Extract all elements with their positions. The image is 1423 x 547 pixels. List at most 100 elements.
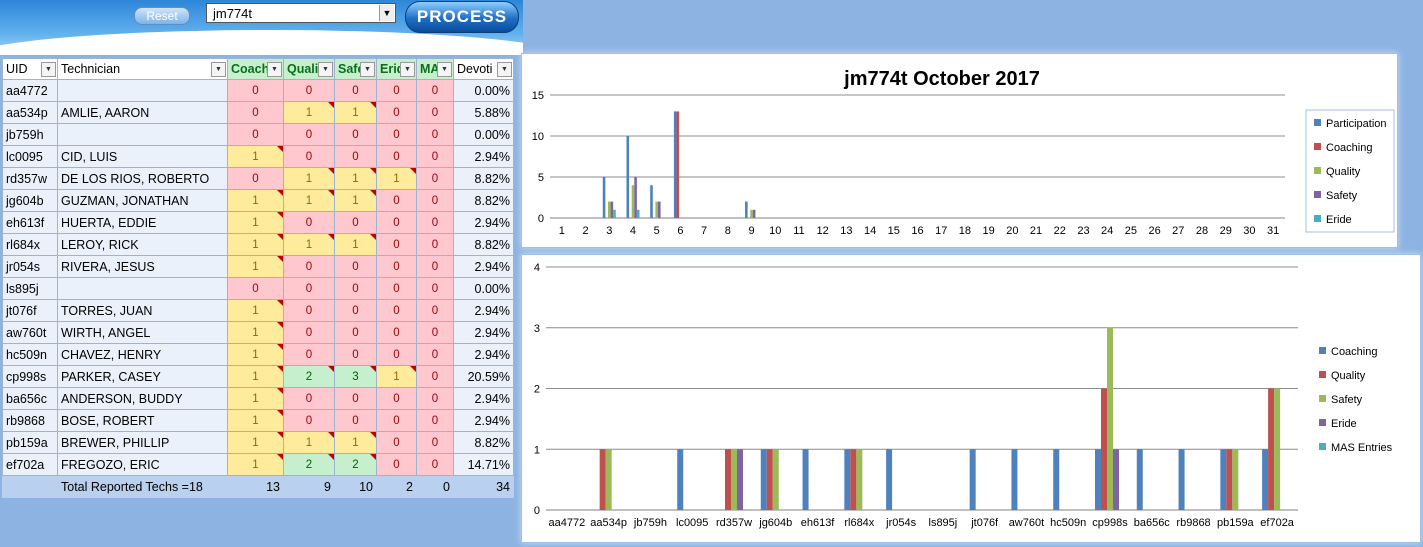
filter-dropdown-icon[interactable]: ▼	[360, 62, 375, 77]
devotion-cell: 14.71%	[453, 453, 514, 476]
total-eride: 2	[376, 475, 417, 498]
legend-entry: Participation	[1326, 118, 1387, 130]
table-row[interactable]: jb759h 0 0 0 0 0 0.00%	[2, 123, 514, 146]
coaching-count-cell: 1	[227, 255, 284, 278]
process-button[interactable]: PROCESS	[405, 1, 519, 33]
uid-cell: aa4772	[2, 79, 58, 102]
total-quality: 9	[283, 475, 335, 498]
x-tick-label: ba656c	[1134, 517, 1171, 529]
table-row[interactable]: hc509n CHAVEZ, HENRY 1 0 0 0 0 2.94%	[2, 343, 514, 366]
mas-count-cell: 0	[416, 79, 454, 102]
dropdown-arrow-icon[interactable]: ▼	[379, 5, 394, 21]
table-row[interactable]: eh613f HUERTA, EDDIE 1 0 0 0 0 2.94%	[2, 211, 514, 234]
mas-count-cell: 0	[416, 145, 454, 168]
bar-eride	[1113, 449, 1119, 510]
uid-cell: aw760t	[2, 321, 58, 344]
x-tick-label: pb159a	[1217, 517, 1255, 529]
devotion-cell: 0.00%	[453, 79, 514, 102]
eride-count-cell: 0	[376, 189, 417, 212]
total-spacer	[2, 475, 58, 498]
uid-cell: jb759h	[2, 123, 58, 146]
eride-count-cell: 0	[376, 255, 417, 278]
legend-swatch	[1319, 419, 1326, 426]
uid-cell: hc509n	[2, 343, 58, 366]
devotion-cell: 2.94%	[453, 321, 514, 344]
eride-count-cell: 0	[376, 277, 417, 300]
bar-coaching	[760, 449, 767, 510]
technician-cell: BOSE, ROBERT	[57, 409, 228, 432]
bar-quality	[655, 201, 658, 218]
technician-cell: CID, LUIS	[57, 145, 228, 168]
safety-count-cell: 0	[334, 145, 377, 168]
filter-dropdown-icon[interactable]: ▼	[497, 62, 512, 77]
coaching-count-cell: 0	[227, 277, 284, 300]
x-tick-label: jb759h	[633, 517, 667, 529]
y-tick-label: 10	[532, 131, 544, 143]
devotion-cell: 2.94%	[453, 145, 514, 168]
bar-quality	[607, 201, 611, 218]
table-row[interactable]: ef702a FREGOZO, ERIC 1 2 2 0 0 14.71%	[2, 453, 514, 476]
x-tick-label: 2	[583, 225, 589, 237]
x-tick-label: 16	[911, 225, 923, 237]
x-tick-label: aw760t	[1009, 517, 1044, 529]
table-row[interactable]: aw760t WIRTH, ANGEL 1 0 0 0 0 2.94%	[2, 321, 514, 344]
devotion-cell: 2.94%	[453, 255, 514, 278]
bar-quality	[750, 209, 753, 218]
bar-coaching	[969, 449, 976, 510]
quality-count-cell: 0	[283, 409, 335, 432]
table-row[interactable]: jt076f TORRES, JUAN 1 0 0 0 0 2.94%	[2, 299, 514, 322]
devotion-cell: 2.94%	[453, 343, 514, 366]
bar-quality	[1268, 388, 1275, 510]
bar-coaching	[844, 449, 851, 510]
table-row[interactable]: pb159a BREWER, PHILLIP 1 1 1 0 0 8.82%	[2, 431, 514, 454]
uid-cell: aa534p	[2, 101, 58, 124]
x-tick-label: jg604b	[758, 517, 792, 529]
x-tick-label: 24	[1101, 225, 1113, 237]
table-row[interactable]: cp998s PARKER, CASEY 1 2 3 1 0 20.59%	[2, 365, 514, 388]
table-row[interactable]: jg604b GUZMAN, JONATHAN 1 1 1 0 0 8.82%	[2, 189, 514, 212]
chart-title: jm774t October 2017	[843, 68, 1040, 90]
filter-dropdown-icon[interactable]: ▼	[211, 62, 226, 77]
uid-cell: rb9868	[2, 409, 58, 432]
uid-dropdown[interactable]: jm774t ▼	[206, 3, 396, 23]
filter-dropdown-icon[interactable]: ▼	[41, 62, 56, 77]
filter-dropdown-icon[interactable]: ▼	[267, 62, 282, 77]
filter-dropdown-icon[interactable]: ▼	[437, 62, 452, 77]
x-tick-label: rb9868	[1176, 517, 1210, 529]
legend-entry: Coaching	[1326, 142, 1372, 154]
safety-count-cell: 2	[334, 453, 377, 476]
technician-summary-chart-svg: 0 1 2 3 4 aa4772 aa534p jb759h lc0095 rd357w jg604…	[534, 262, 1393, 529]
coaching-count-cell: 1	[227, 453, 284, 476]
table-row[interactable]: rl684x LEROY, RICK 1 1 1 0 0 8.82%	[2, 233, 514, 256]
bar-quality	[766, 449, 773, 510]
filter-dropdown-icon[interactable]: ▼	[400, 62, 415, 77]
safety-count-cell: 0	[334, 321, 377, 344]
safety-count-cell: 0	[334, 343, 377, 366]
uid-cell: ef702a	[2, 453, 58, 476]
bar-safety	[605, 449, 612, 510]
technician-cell: LEROY, RICK	[57, 233, 228, 256]
table-row[interactable]: lc0095 CID, LUIS 1 0 0 0 0 2.94%	[2, 145, 514, 168]
technician-cell	[57, 123, 228, 146]
header-devotion: Devoti ▼	[453, 58, 514, 80]
header-technician-label: Technician	[61, 62, 121, 76]
filter-dropdown-icon[interactable]: ▼	[318, 62, 333, 77]
mas-count-cell: 0	[416, 299, 454, 322]
devotion-cell: 20.59%	[453, 365, 514, 388]
table-row[interactable]: jr054s RIVERA, JESUS 1 0 0 0 0 2.94%	[2, 255, 514, 278]
table-row[interactable]: ls895j 0 0 0 0 0 0.00%	[2, 277, 514, 300]
x-tick-label: 17	[935, 225, 947, 237]
table-row[interactable]: aa4772 0 0 0 0 0 0.00%	[2, 79, 514, 102]
x-tick-label: 20	[1006, 225, 1018, 237]
bar-safety	[856, 449, 863, 510]
table-row[interactable]: rb9868 BOSE, ROBERT 1 0 0 0 0 2.94%	[2, 409, 514, 432]
devotion-cell: 0.00%	[453, 277, 514, 300]
uid-cell: jg604b	[2, 189, 58, 212]
x-tick-label: 6	[677, 225, 683, 237]
safety-count-cell: 0	[334, 409, 377, 432]
table-row[interactable]: aa534p AMLIE, AARON 0 1 1 0 0 5.88%	[2, 101, 514, 124]
table-row[interactable]: ba656c ANDERSON, BUDDY 1 0 0 0 0 2.94%	[2, 387, 514, 410]
reset-button[interactable]: Reset	[134, 7, 190, 25]
table-row[interactable]: rd357w DE LOS RIOS, ROBERTO 0 1 1 1 0 8.82%	[2, 167, 514, 190]
legend-entry: Coaching	[1331, 346, 1377, 358]
